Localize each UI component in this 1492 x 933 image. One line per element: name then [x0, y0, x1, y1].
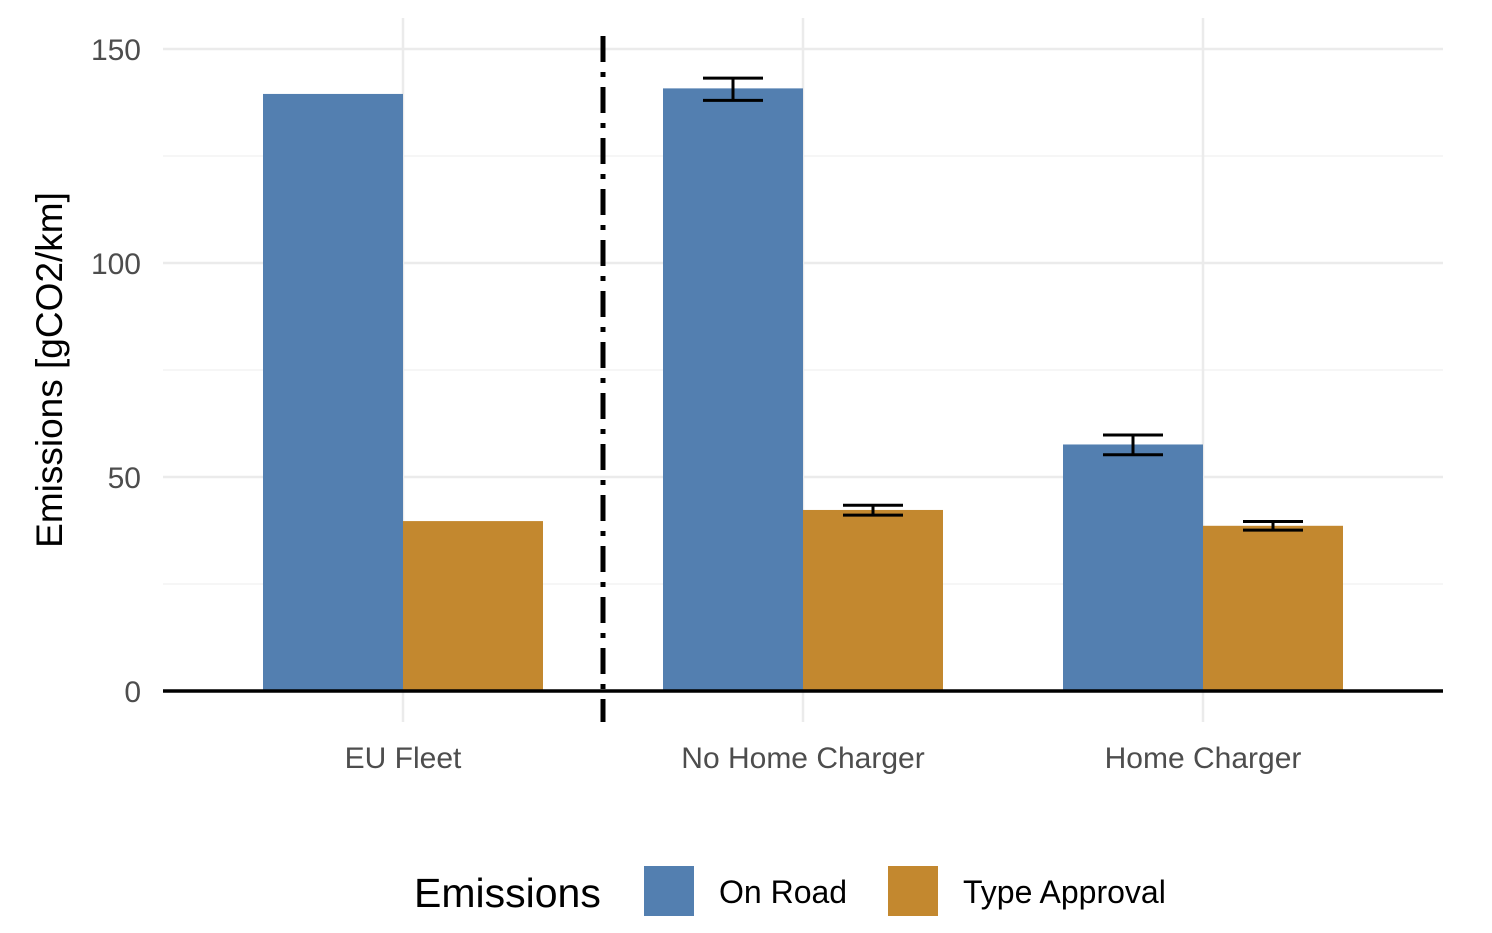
legend: Emissions On Road Type Approval [414, 866, 1166, 916]
legend-items: On Road Type Approval [644, 866, 1166, 916]
legend-key-on-road [644, 866, 694, 916]
x-tick-labels: EU Fleet No Home Charger Home Charger [345, 742, 1302, 775]
y-tick-labels: 0 50 100 150 [91, 34, 141, 709]
legend-key-type-approval [888, 866, 938, 916]
bars [263, 88, 1343, 692]
bar-type-approval [1203, 525, 1343, 691]
error-bars [703, 76, 1303, 532]
bar-on-road [663, 88, 803, 692]
y-tick-label: 0 [124, 676, 141, 709]
y-tick-label: 150 [91, 34, 141, 67]
x-tick-label: Home Charger [1105, 742, 1302, 775]
legend-label-type-approval: Type Approval [963, 874, 1166, 910]
x-tick-label: EU Fleet [345, 742, 462, 775]
bar-on-road [1063, 444, 1203, 691]
y-tick-label: 50 [108, 462, 141, 495]
legend-title: Emissions [414, 870, 601, 916]
x-tick-label: No Home Charger [681, 742, 924, 775]
y-tick-label: 100 [91, 248, 141, 281]
legend-label-on-road: On Road [719, 874, 847, 910]
bar-on-road [263, 93, 403, 691]
bar-type-approval [803, 509, 943, 691]
y-axis-title: Emissions [gCO2/km] [29, 192, 70, 548]
bar-type-approval [403, 521, 543, 691]
